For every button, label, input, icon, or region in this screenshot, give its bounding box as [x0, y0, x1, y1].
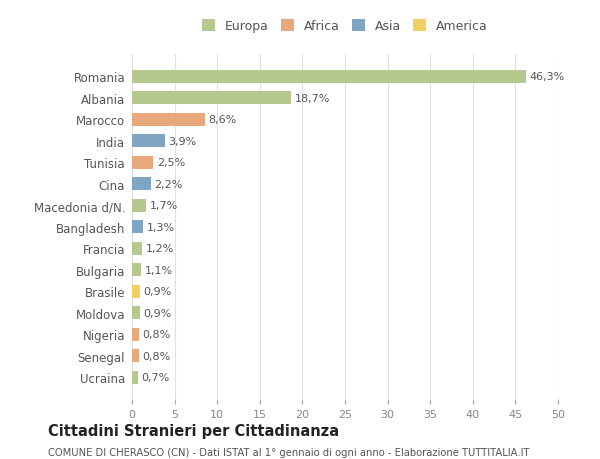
Bar — [132, 135, 165, 148]
Text: 0,7%: 0,7% — [142, 372, 170, 382]
Bar — [132, 307, 140, 319]
Text: 1,2%: 1,2% — [146, 244, 174, 254]
Bar — [132, 328, 139, 341]
Text: 0,8%: 0,8% — [142, 351, 170, 361]
Text: 8,6%: 8,6% — [209, 115, 237, 125]
Bar — [132, 71, 526, 84]
Text: 0,8%: 0,8% — [142, 330, 170, 339]
Bar — [132, 371, 138, 384]
Text: 2,2%: 2,2% — [154, 179, 182, 189]
Bar — [132, 92, 292, 105]
Text: 0,9%: 0,9% — [143, 308, 172, 318]
Bar — [132, 221, 143, 234]
Bar — [132, 199, 146, 212]
Text: 1,3%: 1,3% — [146, 222, 175, 232]
Bar — [132, 178, 151, 191]
Text: 46,3%: 46,3% — [530, 72, 565, 82]
Bar — [132, 242, 142, 255]
Text: 0,9%: 0,9% — [143, 286, 172, 297]
Text: 1,7%: 1,7% — [150, 201, 178, 211]
Text: Cittadini Stranieri per Cittadinanza: Cittadini Stranieri per Cittadinanza — [48, 423, 339, 438]
Bar — [132, 113, 205, 127]
Legend: Europa, Africa, Asia, America: Europa, Africa, Asia, America — [199, 17, 491, 37]
Text: 18,7%: 18,7% — [295, 94, 330, 104]
Text: COMUNE DI CHERASCO (CN) - Dati ISTAT al 1° gennaio di ogni anno - Elaborazione T: COMUNE DI CHERASCO (CN) - Dati ISTAT al … — [48, 447, 530, 457]
Bar — [132, 263, 142, 276]
Text: 3,9%: 3,9% — [169, 136, 197, 146]
Bar — [132, 285, 140, 298]
Text: 2,5%: 2,5% — [157, 158, 185, 168]
Text: 1,1%: 1,1% — [145, 265, 173, 275]
Bar — [132, 157, 154, 169]
Bar — [132, 349, 139, 362]
